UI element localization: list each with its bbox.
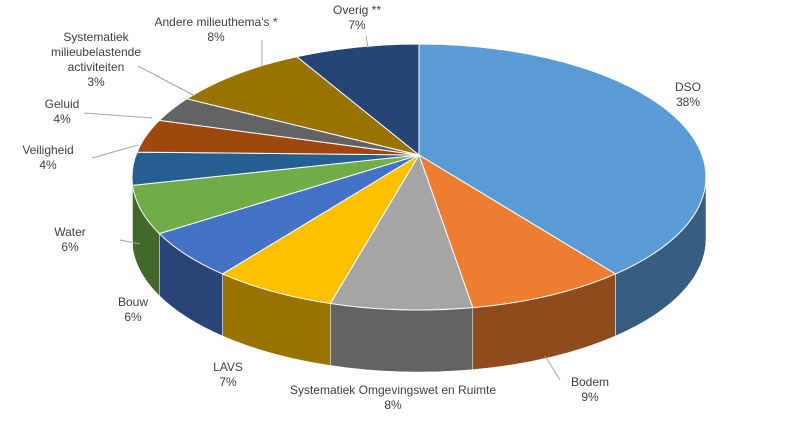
leader-line	[91, 144, 139, 159]
value-label: 38%	[675, 95, 701, 109]
leader-line	[83, 112, 153, 119]
value-label: 4%	[53, 112, 71, 126]
category-label: Systematiek Omgevingswet en Ruimte	[289, 383, 497, 397]
value-label: 3%	[87, 75, 105, 89]
slice	[329, 153, 474, 311]
value-label: 7%	[219, 375, 237, 389]
slice	[221, 154, 420, 305]
category-label: Overig **	[332, 3, 382, 17]
slice	[418, 43, 707, 275]
leader-line	[365, 35, 369, 49]
value-label: 8%	[207, 30, 225, 44]
slice-side	[330, 303, 474, 373]
data-label: Veiligheid 4%	[22, 143, 73, 173]
data-label: Systematiek Omgevingswet en Ruimte 8%	[290, 383, 496, 413]
category-label: Bouw	[117, 295, 149, 309]
data-label: Water 6%	[54, 225, 86, 255]
value-label: 9%	[581, 390, 599, 404]
data-label: DSO 38%	[675, 80, 701, 110]
data-label: Bodem 9%	[571, 375, 609, 405]
slice	[418, 153, 617, 309]
data-label: Andere milieuthema's * 8%	[154, 15, 277, 45]
data-label: Systematiek milieubelastende activiteite…	[36, 30, 156, 90]
value-label: 8%	[384, 398, 402, 412]
slice	[185, 56, 420, 156]
value-label: 4%	[39, 158, 57, 172]
data-label: Bouw 6%	[118, 295, 148, 325]
category-label: Geluid	[44, 97, 80, 111]
category-label: DSO	[674, 80, 702, 94]
data-label: Overig ** 7%	[333, 3, 381, 33]
category-label: Veiligheid	[22, 143, 74, 157]
value-label: 6%	[61, 240, 79, 254]
category-label: Andere milieuthema's *	[154, 15, 278, 29]
leader-line	[137, 65, 196, 97]
value-label: 6%	[124, 310, 142, 324]
category-label: Bodem	[570, 375, 610, 389]
category-label: Water	[54, 225, 86, 239]
leader-line	[544, 355, 561, 381]
leader-line	[119, 239, 141, 245]
data-label: LAVS 7%	[213, 360, 243, 390]
data-label: Geluid 4%	[45, 97, 80, 127]
slice	[295, 43, 420, 157]
category-label: LAVS	[213, 360, 243, 374]
value-label: 7%	[348, 18, 366, 32]
category-label: Systematiek milieubelastende activiteite…	[50, 30, 142, 74]
leader-lines	[83, 35, 561, 381]
